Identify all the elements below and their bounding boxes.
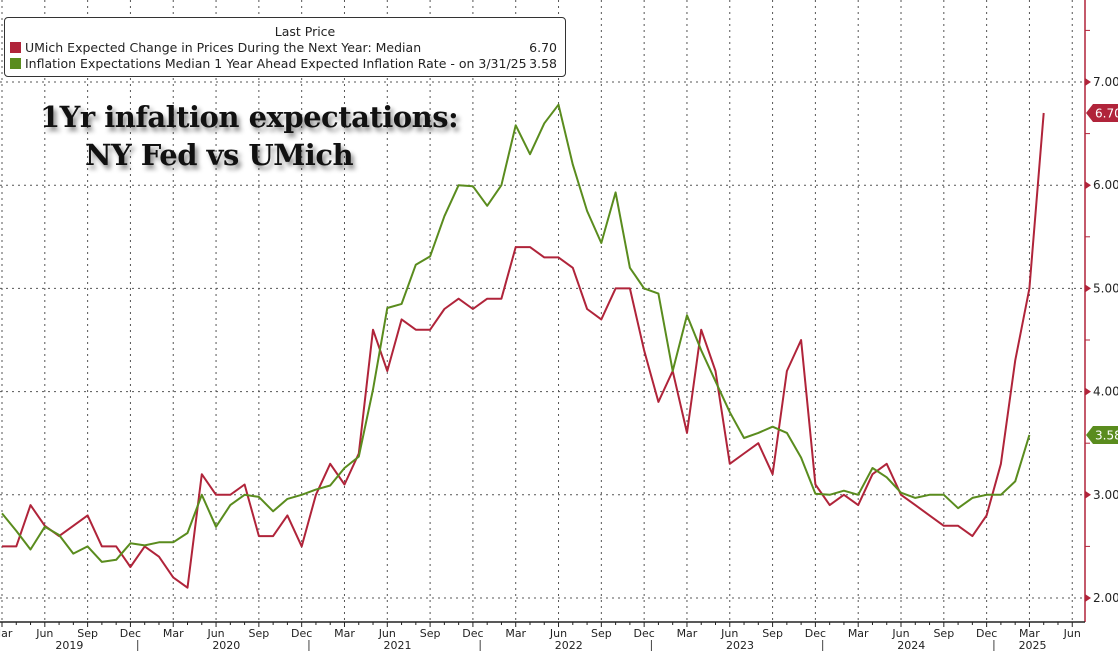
y-tick-marker (1085, 387, 1091, 396)
x-tick-label: Dec (976, 627, 997, 640)
x-tick-label: Mar (677, 627, 698, 640)
x-tick-label: Sep (248, 627, 269, 640)
last-price-tag (1086, 103, 1118, 122)
x-tick-label: Dec (120, 627, 141, 640)
x-tick-label: Dec (805, 627, 826, 640)
year-label: 2021 (384, 639, 412, 651)
x-tick-label: Sep (762, 627, 783, 640)
y-tick-marker (1085, 594, 1091, 602)
x-tick-label: Mar (163, 627, 184, 640)
chart-title: 1Yr infaltion expectations: NY Fed vs UM… (40, 98, 459, 174)
gridlines (0, 0, 1085, 622)
legend-header: Last Price (274, 24, 336, 39)
y-tick-label: 2.00 (1093, 591, 1118, 605)
y-tick-label: 3.00 (1093, 488, 1118, 502)
year-label: 2022 (555, 639, 583, 651)
y-tick-label: 6.00 (1093, 178, 1118, 192)
series-line-umich (2, 112, 1045, 589)
year-label: 2019 (55, 639, 83, 651)
last-price-tags: 6.70 3.58 (1086, 103, 1118, 444)
legend-value: 6.70 (529, 39, 557, 55)
title-line-1: 1Yr infaltion expectations: (40, 100, 459, 134)
x-tick-label: Jun (378, 627, 396, 640)
x-tick-label: Jun (206, 627, 224, 640)
legend-item-nyfed: Inflation Expectations Median 1 Year Ahe… (5, 55, 565, 71)
y-tick-label: 7.00 (1093, 75, 1118, 89)
x-axis: Mar Jun Sep Dec Mar Jun Sep Dec Mar Jun Sep Dec Mar J… (0, 621, 1085, 651)
x-tick-label: Mar (334, 627, 355, 640)
legend-label: UMich Expected Change in Prices During t… (25, 39, 422, 55)
series-lines (1, 103, 1045, 589)
y-tick-label: 4.00 (1093, 385, 1118, 399)
x-tick-label: Mar (0, 627, 13, 640)
last-price-label: 6.70 (1095, 106, 1118, 120)
year-label: 2020 (212, 639, 240, 651)
x-tick-label: Dec (462, 627, 483, 640)
x-tick-label: Jun (720, 627, 738, 640)
x-tick-label: Dec (634, 627, 655, 640)
legend-swatch-green (10, 57, 21, 69)
x-tick-label: Sep (77, 627, 98, 640)
x-tick-label: Sep (420, 627, 441, 640)
title-line-2: NY Fed vs UMich (85, 138, 354, 172)
y-axis: 2.00 3.00 4.00 5.00 6.00 7.00 (1084, 0, 1118, 622)
x-tick-label: Mar (505, 627, 526, 640)
year-label: 2024 (897, 639, 925, 651)
x-tick-label: Jun (1063, 627, 1081, 640)
x-tick-label: Dec (291, 627, 312, 640)
year-label: 2025 (1019, 639, 1047, 651)
x-tick-label: Jun (35, 627, 53, 640)
x-tick-label: Mar (1019, 627, 1040, 640)
x-tick-label: Jun (549, 627, 567, 640)
last-price-tag (1086, 425, 1118, 444)
year-label: 2023 (726, 639, 754, 651)
x-tick-label: Mar (848, 627, 869, 640)
y-tick-marker (1085, 78, 1091, 86)
x-tick-label: Sep (933, 627, 954, 640)
legend-value: 3.58 (529, 55, 557, 71)
y-tick-label: 5.00 (1093, 281, 1118, 295)
legend: Last Price UMich Expected Change in Pric… (4, 17, 566, 77)
legend-swatch-red (10, 41, 21, 53)
last-price-label: 3.58 (1095, 428, 1118, 442)
legend-item-umich: UMich Expected Change in Prices During t… (5, 39, 565, 55)
y-tick-marker (1085, 181, 1091, 190)
legend-label: Inflation Expectations Median 1 Year Ahe… (25, 55, 527, 71)
y-tick-marker (1085, 284, 1091, 293)
x-tick-label: Sep (591, 627, 612, 640)
x-tick-label: Jun (891, 627, 909, 640)
y-tick-marker (1085, 490, 1091, 499)
